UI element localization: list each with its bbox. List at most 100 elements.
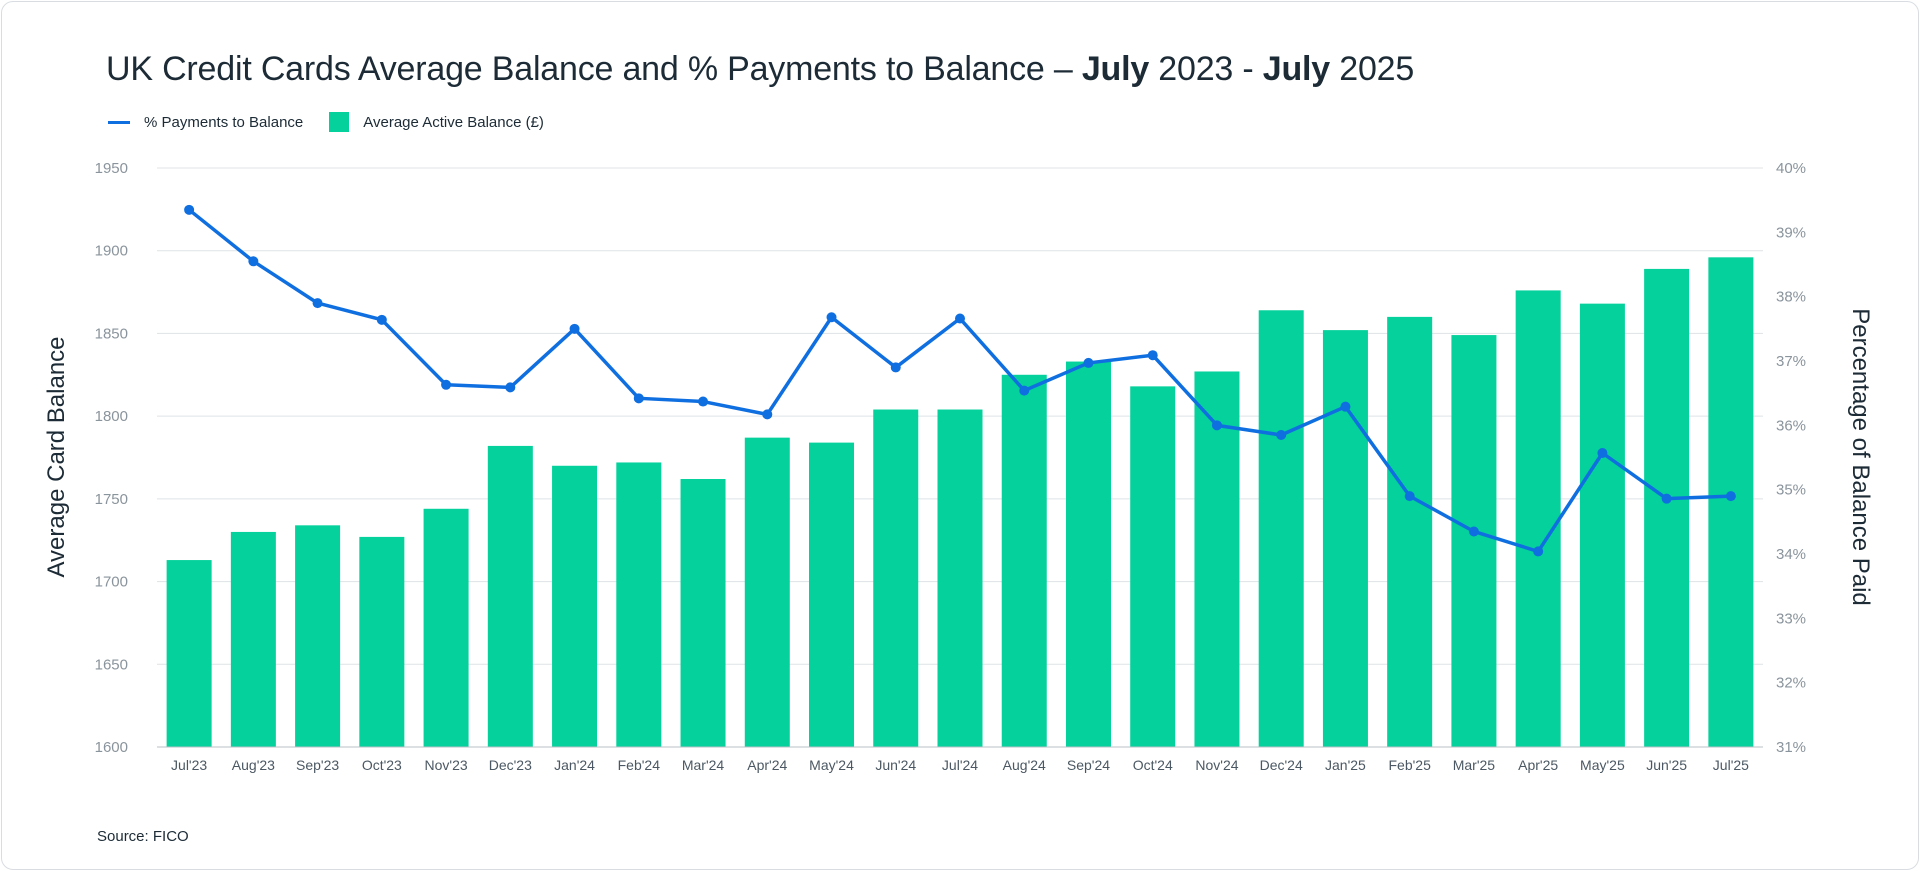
line-point [1211, 420, 1222, 431]
legend-label-payments: % Payments to Balance [144, 113, 304, 131]
y-tick-label: 1700 [95, 574, 128, 591]
bar [1322, 330, 1368, 747]
bar [1194, 371, 1240, 747]
line-point [441, 379, 452, 390]
x-tick-label: Jun'24 [875, 757, 916, 773]
line-point [1533, 546, 1544, 557]
x-tick-label: Nov'23 [425, 757, 468, 773]
y2-tick-label: 38% [1776, 289, 1806, 306]
line-point [698, 396, 709, 407]
bar [1065, 361, 1111, 747]
bar [744, 437, 790, 747]
x-tick-label: May'24 [809, 757, 854, 773]
line-point [376, 314, 387, 325]
bar [552, 465, 598, 747]
bar [166, 560, 212, 747]
line-point [312, 298, 323, 309]
x-tick-label: May'25 [1580, 757, 1625, 773]
y-tick-label: 1600 [95, 739, 128, 756]
x-tick-label: Jan'25 [1325, 757, 1366, 773]
legend-label-balance: Average Active Balance (£) [363, 113, 544, 131]
bar [359, 536, 405, 747]
bar [1387, 316, 1433, 747]
bar [1515, 290, 1561, 747]
bar [1130, 386, 1176, 747]
line-point [1276, 429, 1287, 440]
x-tick-label: Mar'24 [682, 757, 725, 773]
line-point [505, 382, 516, 393]
x-tick-label: Sep'23 [296, 757, 339, 773]
bar [1258, 310, 1304, 747]
bar [1708, 257, 1754, 747]
source-note: Source: FICO [97, 828, 189, 845]
legend-bar-swatch [329, 112, 350, 132]
x-tick-label: Feb'25 [1388, 757, 1431, 773]
line-point [248, 256, 259, 267]
y2-tick-label: 31% [1776, 739, 1806, 756]
line-point [1019, 385, 1030, 396]
x-tick-label: Dec'24 [1260, 757, 1303, 773]
x-tick-label: Apr'25 [1518, 757, 1558, 773]
y-tick-label: 1650 [95, 656, 128, 673]
line-point [1147, 350, 1158, 361]
y2-tick-label: 33% [1776, 610, 1806, 627]
y2-tick-label: 36% [1776, 417, 1806, 434]
y2-axis-label: Percentage of Balance Paid [1847, 308, 1874, 606]
chart-title: UK Credit Cards Average Balance and % Pa… [106, 50, 1415, 88]
x-tick-label: Nov'24 [1195, 757, 1238, 773]
x-tick-label: Jul'25 [1713, 757, 1749, 773]
line-point [569, 323, 580, 334]
x-tick-label: Oct'23 [362, 757, 402, 773]
line-point [955, 313, 965, 324]
line-point [762, 409, 773, 420]
legend-line-swatch [108, 120, 130, 124]
bar [873, 409, 919, 747]
x-tick-label: Dec'23 [489, 757, 532, 773]
bar [1644, 268, 1690, 747]
y-tick-label: 1850 [95, 325, 128, 342]
y-tick-label: 1750 [95, 491, 128, 508]
bar [1451, 335, 1497, 747]
line-point [1468, 526, 1479, 537]
y2-tick-label: 34% [1776, 546, 1806, 563]
y2-tick-label: 39% [1776, 224, 1806, 241]
bar [616, 462, 662, 747]
y-tick-label: 1900 [95, 243, 128, 260]
x-tick-label: Jul'24 [942, 757, 978, 773]
line-point [1597, 447, 1608, 458]
y2-tick-label: 35% [1776, 482, 1806, 499]
line-point [633, 393, 644, 404]
x-tick-label: Mar'25 [1453, 757, 1496, 773]
bar [295, 525, 341, 747]
y2-tick-label: 32% [1776, 675, 1806, 692]
x-tick-label: Aug'23 [232, 757, 275, 773]
y-tick-label: 1950 [95, 160, 128, 177]
bar [230, 531, 276, 747]
line-point [826, 312, 837, 323]
bar [487, 445, 533, 747]
x-tick-label: Feb'24 [618, 757, 661, 773]
line-point [184, 204, 195, 215]
bar [937, 409, 983, 747]
x-tick-label: Jul'23 [171, 757, 207, 773]
x-tick-label: Jan'24 [554, 757, 595, 773]
bar [680, 479, 726, 747]
line-point [1661, 493, 1672, 504]
line-point [1404, 491, 1415, 502]
x-tick-label: Aug'24 [1003, 757, 1046, 773]
y2-tick-label: 40% [1776, 160, 1806, 177]
line-point [890, 362, 901, 373]
y-tick-label: 1800 [95, 408, 128, 425]
line-point [1340, 401, 1351, 412]
bar [1001, 374, 1047, 747]
y2-tick-label: 37% [1776, 353, 1806, 370]
x-tick-label: Jun'25 [1646, 757, 1687, 773]
line-point [1083, 357, 1094, 368]
x-tick-label: Oct'24 [1133, 757, 1173, 773]
bar [423, 508, 469, 747]
x-tick-label: Apr'24 [747, 757, 787, 773]
y-axis-label: Average Card Balance [43, 336, 70, 577]
x-tick-label: Sep'24 [1067, 757, 1110, 773]
line-point [1725, 491, 1736, 502]
